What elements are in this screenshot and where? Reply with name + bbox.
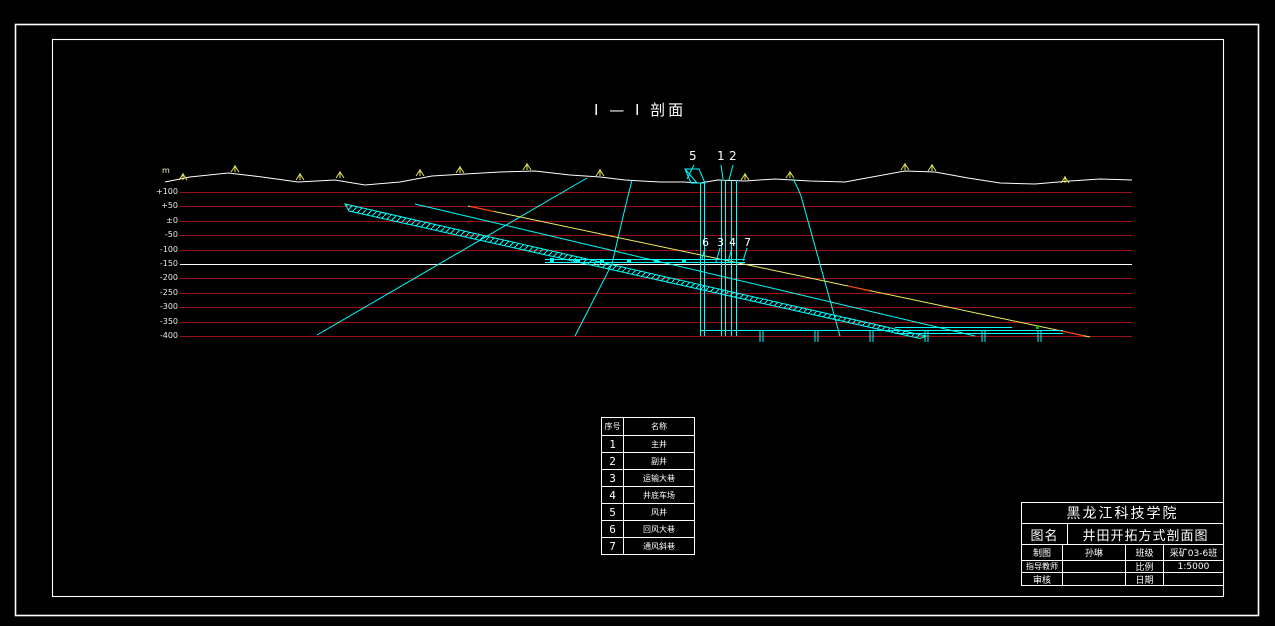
legend-table: 序号 名称 1 主井 2 副井 3 运输大巷 4 井底车场 5 风井 6 回风大… (601, 417, 695, 555)
shafts (684, 168, 737, 336)
coal-seam-hatched (344, 203, 928, 340)
incline-west (316, 177, 588, 336)
elevation-label: -150 (159, 259, 178, 268)
marker-dot (1036, 326, 1039, 329)
legend-name: 副井 (623, 452, 695, 470)
callout-1: 1 (717, 149, 725, 163)
date-value (1164, 573, 1223, 585)
fan-house-symbol (684, 168, 706, 184)
advisor-value (1063, 561, 1126, 573)
elevation-label: -350 (159, 317, 178, 326)
advisor-label: 指导教师 (1022, 561, 1063, 573)
coal-seam-upper-line (414, 203, 976, 337)
callout-leaders (686, 164, 748, 263)
legend-name: 主井 (623, 435, 695, 453)
legend-row: 3 运输大巷 (601, 469, 695, 487)
callout-6: 6 (702, 236, 709, 249)
elevation-label: -300 (159, 302, 178, 311)
legend-row: 7 通风斜巷 (601, 537, 695, 555)
callout-3: 3 (717, 236, 724, 249)
callout-7: 7 (744, 236, 751, 249)
callout-4: 4 (729, 236, 736, 249)
legend-num: 1 (601, 435, 624, 453)
legend-row: 6 回风大巷 (601, 520, 695, 538)
legend-name: 通风斜巷 (623, 537, 695, 555)
class-value: 采矿03-6班 (1164, 545, 1223, 561)
outer-frame (14, 23, 1260, 617)
legend-name: 风井 (623, 503, 695, 521)
drawing-name: 井田开拓方式剖面图 (1068, 524, 1223, 545)
class-label: 班级 (1126, 545, 1164, 561)
terrain-line (164, 170, 1133, 186)
callout-5: 5 (689, 149, 697, 163)
elevation-label: -100 (159, 245, 178, 254)
elevation-label: -250 (159, 288, 178, 297)
elevation-label: +100 (156, 187, 178, 196)
legend-num: 7 (601, 537, 624, 555)
elevation-lines (180, 192, 1132, 337)
legend-num: 3 (601, 469, 624, 487)
vegetation-marks (178, 163, 1070, 184)
date-label: 日期 (1126, 573, 1164, 585)
legend-num: 5 (601, 503, 624, 521)
elevation-label: -200 (159, 273, 178, 282)
scale-value: 1:5000 (1164, 561, 1223, 573)
boundary-line (467, 205, 1091, 338)
legend-header-name: 名称 (623, 417, 695, 436)
elevation-label: -50 (164, 230, 178, 239)
elevation-label: ±0 (166, 216, 178, 225)
section-title: I — I 剖面 (594, 101, 687, 119)
drafter-value: 孙琳 (1063, 545, 1126, 561)
school-name: 黑龙江科技学院 (1022, 503, 1223, 524)
scale-label: 比例 (1126, 561, 1164, 573)
drawing-name-label: 图名 (1022, 524, 1068, 545)
legend-row: 2 副井 (601, 452, 695, 470)
incline-east (792, 178, 841, 337)
elevation-label: +50 (161, 201, 178, 210)
legend-name: 井底车场 (623, 486, 695, 504)
legend-row: 1 主井 (601, 435, 695, 453)
legend-header-num: 序号 (601, 417, 624, 436)
legend-num: 6 (601, 520, 624, 538)
drafter-label: 制图 (1022, 545, 1063, 561)
title-block: 黑龙江科技学院 图名 井田开拓方式剖面图 制图 孙琳 班级 采矿03-6班 指导… (1021, 502, 1224, 586)
legend-row: 5 风井 (601, 503, 695, 521)
callout-2: 2 (729, 149, 737, 163)
legend-num: 2 (601, 452, 624, 470)
legend-name: 回风大巷 (623, 520, 695, 538)
axis-unit-label: m (162, 166, 170, 175)
legend-name: 运输大巷 (623, 469, 695, 487)
inner-frame (51, 38, 1225, 598)
elevation-label: -400 (159, 331, 178, 340)
reviewer-label: 审核 (1022, 573, 1063, 585)
legend-num: 4 (601, 486, 624, 504)
roadways (545, 258, 1063, 342)
reviewer-value (1063, 573, 1126, 585)
legend-row: 4 井底车场 (601, 486, 695, 504)
